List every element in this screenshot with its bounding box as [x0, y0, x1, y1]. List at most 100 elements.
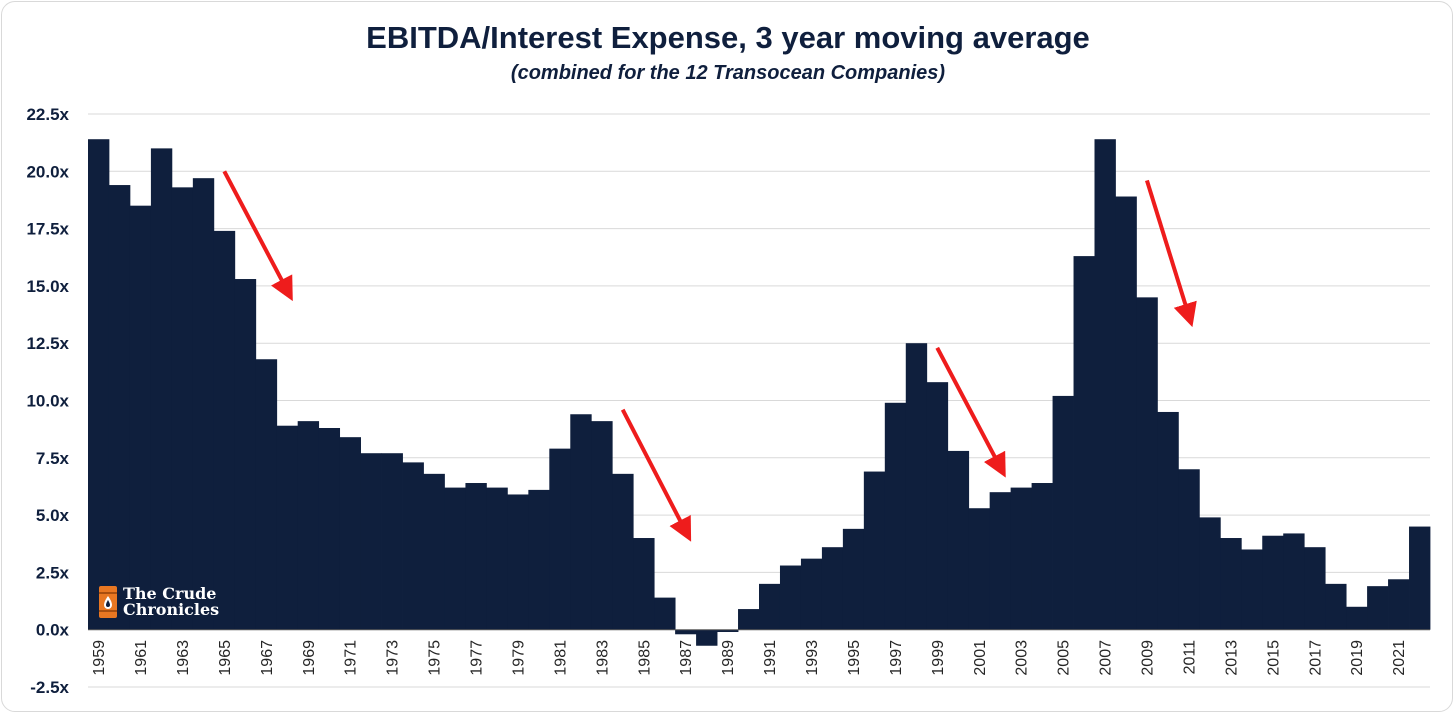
y-tick-label: 2.5x — [36, 563, 70, 582]
bar-1971 — [339, 437, 361, 630]
x-tick-label: 2015 — [1265, 640, 1282, 676]
bar-1985 — [633, 538, 655, 630]
bar-2017 — [1304, 547, 1326, 630]
bar-1988 — [696, 629, 718, 646]
trend-arrow — [935, 346, 1006, 478]
bar-2013 — [1220, 538, 1242, 630]
bar-1997 — [884, 402, 907, 630]
y-tick-label: 15.0x — [26, 277, 69, 296]
bar-1992 — [779, 565, 802, 630]
x-tick-label: 1989 — [720, 640, 737, 676]
bar-1961 — [129, 205, 152, 630]
bar-1994 — [821, 547, 844, 630]
bar-1981 — [549, 448, 571, 630]
x-tick-label: 2003 — [1014, 640, 1031, 676]
x-tick-label: 1981 — [552, 640, 569, 676]
bar-2015 — [1262, 535, 1284, 630]
x-tick-label: 1987 — [678, 640, 695, 676]
bar-1999 — [926, 382, 949, 630]
bar-2014 — [1241, 549, 1263, 630]
x-tick-label: 1985 — [636, 640, 653, 676]
chart-title: EBITDA/Interest Expense, 3 year moving a… — [366, 20, 1090, 55]
x-tick-label: 2007 — [1098, 640, 1115, 676]
x-tick-label: 1993 — [804, 640, 821, 676]
y-tick-label: 10.0x — [26, 392, 69, 411]
x-tick-label: 1999 — [930, 640, 947, 676]
bar-1990 — [738, 609, 760, 630]
x-tick-label: 1971 — [343, 640, 360, 676]
x-tick-label: 1973 — [385, 640, 402, 676]
logo: The Crude Chronicles — [98, 585, 219, 619]
bar-1973 — [381, 453, 403, 630]
bar-1969 — [297, 421, 320, 630]
x-tick-label: 2013 — [1223, 640, 1240, 676]
x-tick-label: 1967 — [259, 640, 276, 676]
x-tick-label: 1991 — [762, 640, 779, 676]
bar-2004 — [1031, 483, 1053, 630]
bar-2003 — [1010, 487, 1032, 630]
trend-arrows — [222, 170, 1197, 542]
bars — [88, 139, 1431, 646]
bar-1965 — [213, 230, 236, 630]
bar-1993 — [800, 558, 823, 630]
bar-1982 — [570, 414, 592, 630]
bar-2012 — [1199, 517, 1221, 630]
bar-2000 — [947, 450, 970, 630]
bar-2002 — [989, 492, 1012, 630]
y-tick-label: 7.5x — [36, 449, 70, 468]
y-axis-labels: -2.5x 0.0x 2.5x 5.0x 7.5x 10.0x 12.5x 15.0x 17.5… — [26, 105, 69, 697]
bar-2010 — [1157, 411, 1179, 630]
y-tick-label: 20.0x — [26, 162, 69, 181]
bar-1978 — [486, 487, 508, 630]
bar-2001 — [968, 508, 991, 630]
bar-1975 — [423, 473, 445, 630]
bar-1977 — [465, 483, 487, 630]
bar-2011 — [1178, 469, 1200, 630]
x-tick-label: 2001 — [972, 640, 989, 676]
bar-2006 — [1073, 256, 1095, 630]
bar-1984 — [612, 473, 634, 630]
trend-arrow — [1145, 179, 1197, 328]
x-tick-label: 2009 — [1140, 640, 1157, 676]
bar-1972 — [360, 453, 382, 630]
bar-2008 — [1115, 196, 1137, 630]
bar-1974 — [402, 462, 424, 630]
x-tick-label: 2019 — [1349, 640, 1366, 676]
bar-1970 — [318, 428, 341, 630]
x-tick-label: 1979 — [510, 640, 527, 676]
x-tick-label: 1997 — [888, 640, 905, 676]
x-tick-label: 2005 — [1056, 640, 1073, 676]
oil-barrel-icon — [99, 586, 117, 618]
bar-1966 — [234, 279, 257, 630]
x-tick-label: 1983 — [594, 640, 611, 676]
x-tick-label: 1995 — [846, 640, 863, 676]
bar-1986 — [654, 597, 676, 630]
bar-1963 — [171, 187, 194, 630]
bar-1967 — [255, 359, 278, 630]
bar-1983 — [591, 421, 613, 630]
bar-1980 — [528, 489, 550, 630]
logo-line-2: Chronicles — [123, 600, 220, 619]
x-tick-label: 1965 — [217, 640, 234, 676]
bar-2020 — [1367, 586, 1389, 630]
bar-2022 — [1409, 526, 1431, 630]
y-tick-label: 0.0x — [36, 621, 70, 640]
x-tick-label: 1977 — [469, 640, 486, 676]
x-tick-label: 2017 — [1307, 640, 1324, 676]
bar-2016 — [1283, 533, 1305, 630]
bar-1979 — [507, 494, 529, 630]
bar-1962 — [150, 148, 173, 630]
x-tick-label: 2021 — [1391, 640, 1408, 676]
y-tick-label: 12.5x — [26, 334, 69, 353]
bar-2019 — [1346, 606, 1368, 630]
bar-1987 — [675, 629, 697, 635]
bar-1995 — [842, 528, 865, 630]
y-tick-label: -2.5x — [30, 678, 69, 697]
bar-1998 — [905, 343, 928, 630]
bar-1989 — [717, 629, 739, 632]
x-axis-labels: 1959 1961 1963 1965 1967 1969 1971 1973 1975 1977… — [91, 640, 1408, 676]
x-tick-label: 1969 — [301, 640, 318, 676]
bar-1996 — [863, 471, 886, 630]
x-tick-label: 2011 — [1181, 640, 1198, 675]
